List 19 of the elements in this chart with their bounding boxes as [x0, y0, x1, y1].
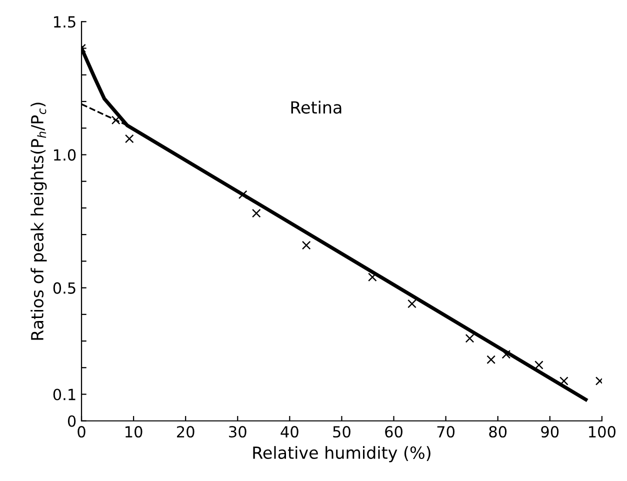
- x-tick-label: 0: [78, 426, 86, 438]
- x-tick-label: 40: [280, 426, 298, 438]
- y-tick-label: 0.5: [53, 282, 76, 294]
- y-tick-label: 1.0: [54, 149, 76, 161]
- x-tick-label: 90: [541, 426, 559, 438]
- x-tick-label: 100: [589, 426, 616, 438]
- x-tick-label: 50: [333, 426, 350, 438]
- x-axis-title: Relative humidity (%): [253, 446, 430, 462]
- y-tick-label: 1.5: [54, 16, 76, 28]
- x-tick-label: 20: [176, 426, 194, 438]
- x-tick-label: 30: [229, 426, 246, 438]
- y-tick-label: 0.1: [53, 388, 76, 400]
- y-axis-title: Ratios of peak heights(P$_{h}$/P$_{c}$): [30, 102, 47, 340]
- x-tick-label: 10: [126, 426, 142, 438]
- y-tick-label: 0: [68, 415, 76, 427]
- x-tick-label: 70: [437, 426, 455, 438]
- x-tick-label: 60: [385, 426, 402, 438]
- annotation: Retina: [291, 100, 342, 114]
- x-tick-label: 80: [489, 426, 507, 438]
